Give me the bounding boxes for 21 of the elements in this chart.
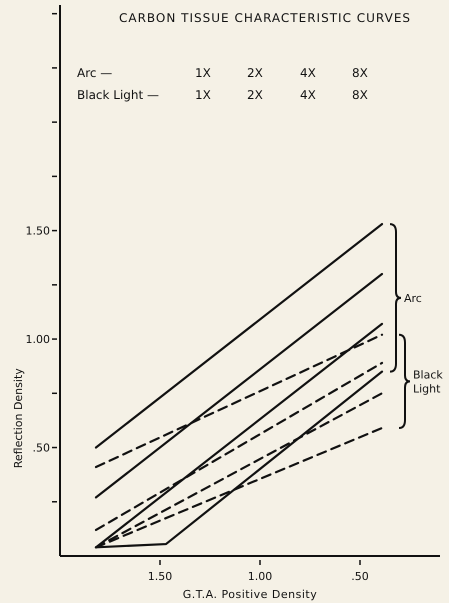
x-tick-label: 1.00 — [248, 570, 272, 583]
y-tick-label: 1.50 — [26, 224, 50, 238]
text: CARBON TISSUE CHARACTERISTIC CURVES — [118, 11, 412, 25]
y-tick-label: .50 — [32, 441, 50, 454]
annotation: Black Light — [413, 368, 444, 396]
annotation: 2X — [247, 66, 263, 80]
annotation: Arc — — [77, 66, 112, 80]
annotation: 1X — [195, 66, 211, 80]
x-axis-title: G.T.A. Positive Density — [182, 588, 318, 601]
annotation: 8X — [352, 66, 368, 80]
annotation: 2X — [247, 88, 263, 102]
annotation: Black Light — — [77, 88, 160, 102]
annotation: 4X — [300, 88, 316, 102]
annotation: 1X — [195, 88, 211, 102]
annotation: Arc — [404, 292, 422, 305]
y-axis-title: Reflection Density — [12, 368, 25, 468]
x-tick-label: 1.50 — [148, 570, 172, 583]
x-tick-label: .50 — [351, 570, 369, 583]
annotation: 4X — [300, 66, 316, 80]
annotation: 8X — [352, 88, 368, 102]
y-tick-label: 1.00 — [26, 332, 50, 346]
